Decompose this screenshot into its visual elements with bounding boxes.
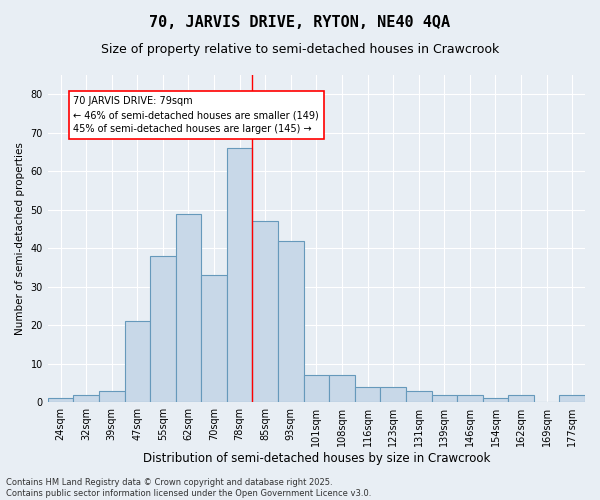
Text: 70 JARVIS DRIVE: 79sqm
← 46% of semi-detached houses are smaller (149)
45% of se: 70 JARVIS DRIVE: 79sqm ← 46% of semi-det…: [73, 96, 319, 134]
Bar: [482, 398, 508, 402]
Bar: [99, 390, 125, 402]
Bar: [176, 214, 201, 402]
Bar: [201, 275, 227, 402]
Bar: [278, 240, 304, 402]
Bar: [380, 387, 406, 402]
Bar: [304, 376, 329, 402]
Bar: [329, 376, 355, 402]
Bar: [355, 387, 380, 402]
Text: 70, JARVIS DRIVE, RYTON, NE40 4QA: 70, JARVIS DRIVE, RYTON, NE40 4QA: [149, 15, 451, 30]
Bar: [431, 394, 457, 402]
Bar: [508, 394, 534, 402]
Bar: [559, 394, 585, 402]
Bar: [457, 394, 482, 402]
Bar: [150, 256, 176, 402]
Bar: [125, 322, 150, 402]
Y-axis label: Number of semi-detached properties: Number of semi-detached properties: [15, 142, 25, 335]
Bar: [227, 148, 253, 402]
Text: Contains HM Land Registry data © Crown copyright and database right 2025.
Contai: Contains HM Land Registry data © Crown c…: [6, 478, 371, 498]
Bar: [406, 390, 431, 402]
Bar: [253, 222, 278, 402]
Bar: [73, 394, 99, 402]
Bar: [48, 398, 73, 402]
X-axis label: Distribution of semi-detached houses by size in Crawcrook: Distribution of semi-detached houses by …: [143, 452, 490, 465]
Text: Size of property relative to semi-detached houses in Crawcrook: Size of property relative to semi-detach…: [101, 42, 499, 56]
